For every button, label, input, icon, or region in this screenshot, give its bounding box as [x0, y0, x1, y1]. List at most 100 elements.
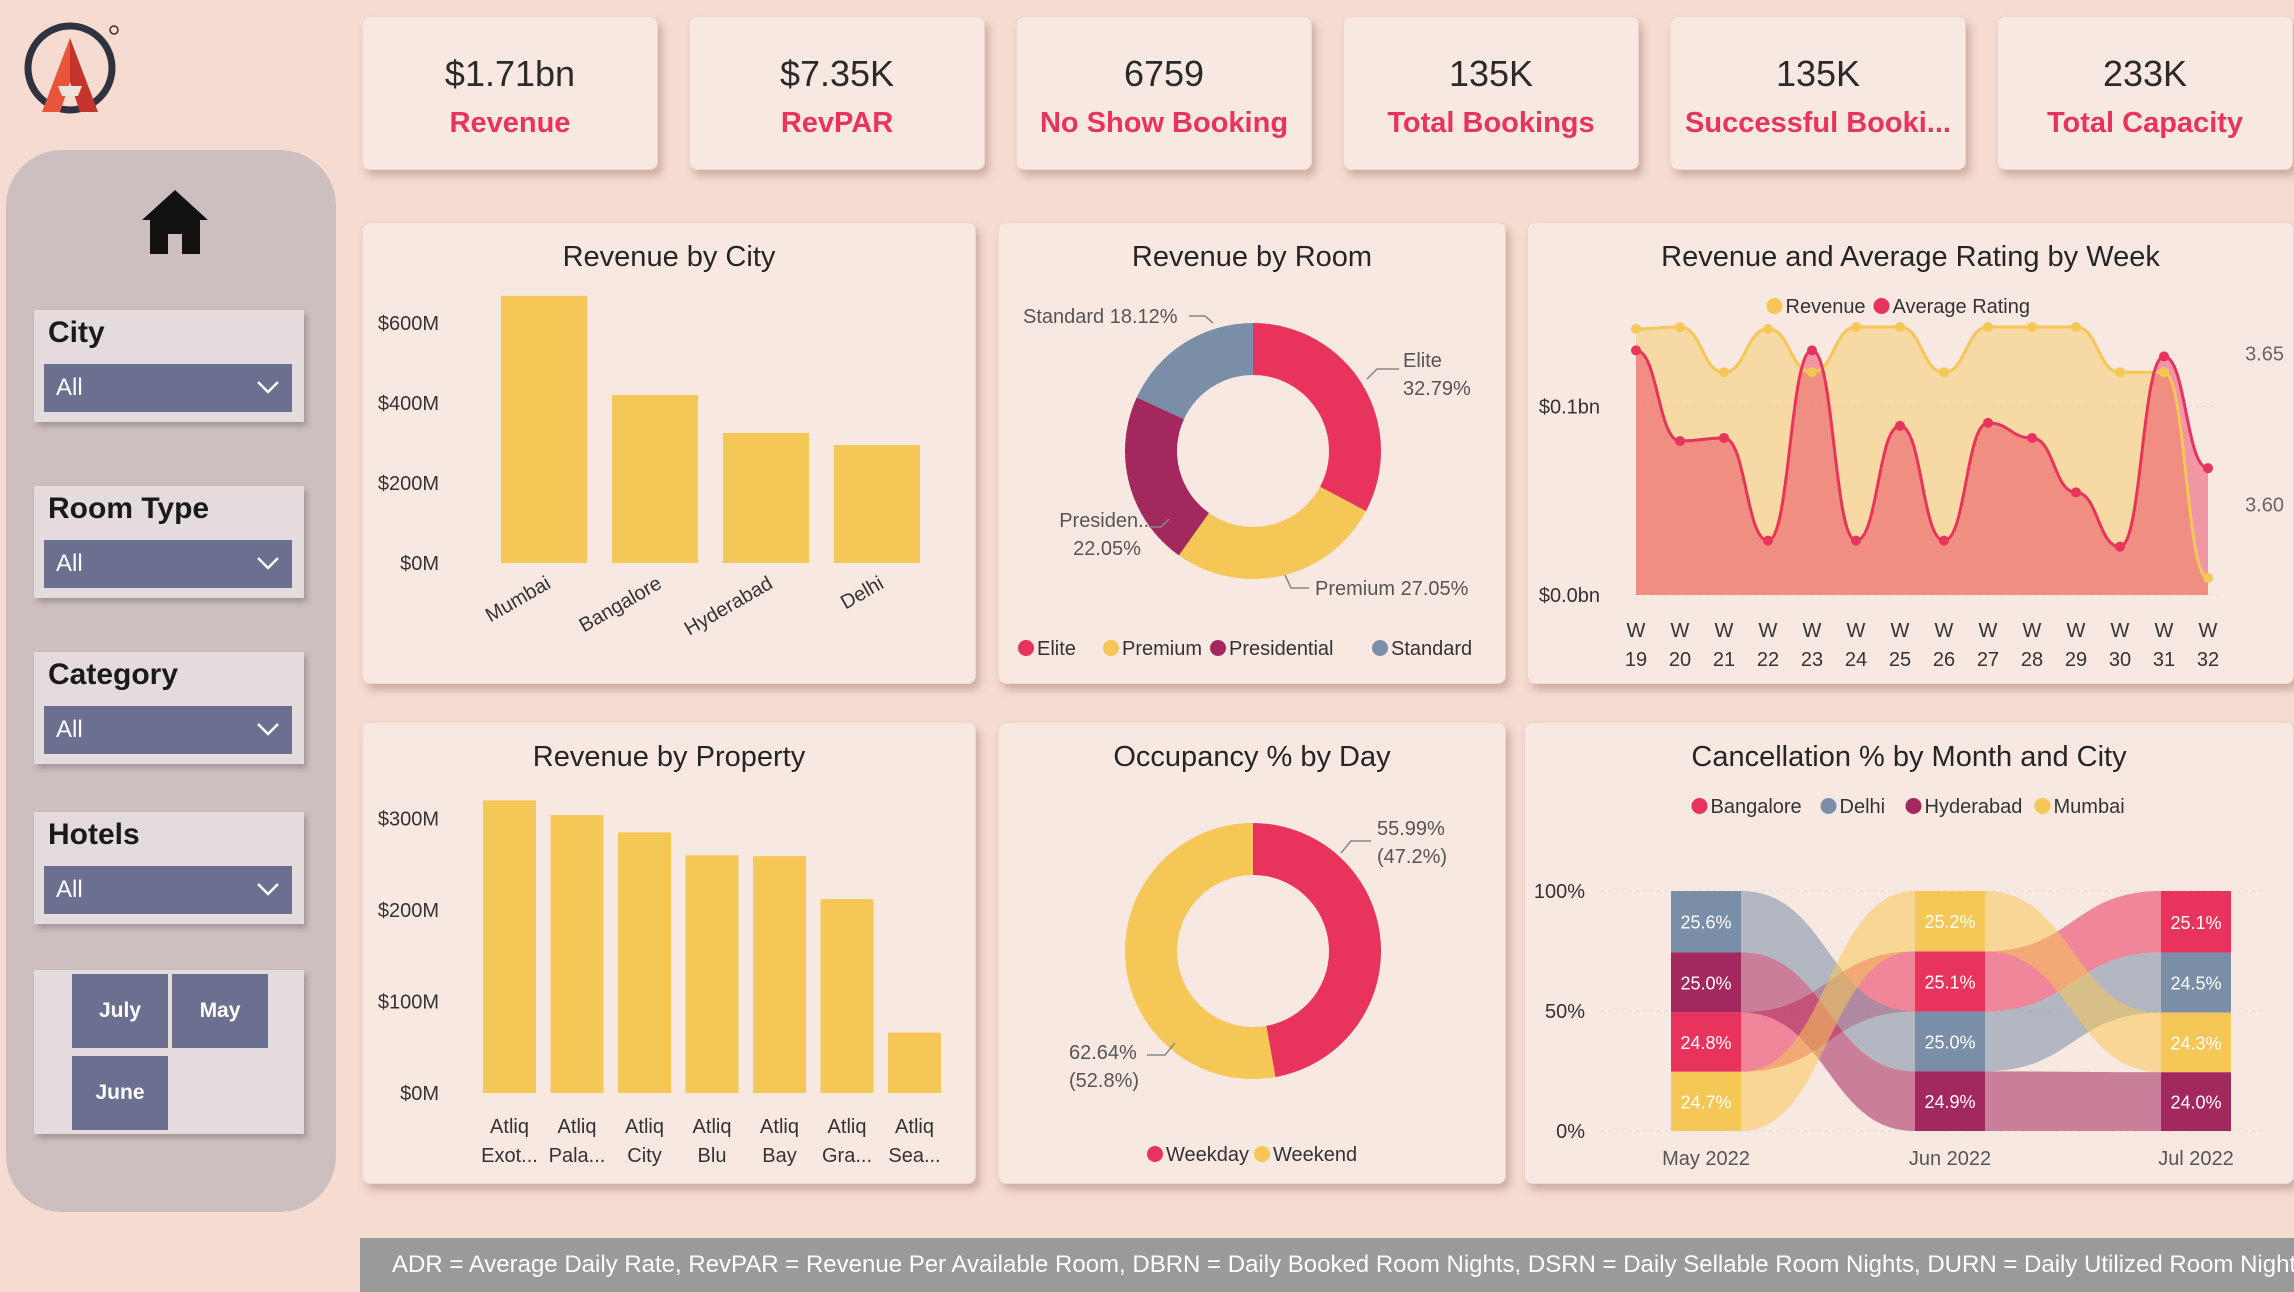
revenue-area [1636, 326, 2208, 595]
stack-segment [1915, 1011, 1985, 1072]
kpi-value: $1.71bn [444, 53, 576, 94]
revenue-point [1851, 321, 1861, 332]
stack-segment [1671, 891, 1741, 953]
hotels-slicer-title: Hotels [48, 818, 140, 851]
data-label: 25.1% [2170, 913, 2221, 933]
x-tick-label: W [1671, 620, 1690, 642]
x-tick-label: W [1715, 620, 1734, 642]
slice-label: 32.79% [1403, 378, 1471, 400]
y-tick-label-right: 3.60 [2245, 494, 2284, 516]
slice-label: 55.99% [1377, 818, 1445, 840]
x-tick-label: 26 [1933, 649, 1955, 671]
ribbon [1741, 891, 1915, 1072]
stack-segment [1671, 952, 1741, 1013]
kpi-card-revenue: $1.71bn Revenue [362, 16, 658, 170]
kpi-value: 233K [2102, 53, 2188, 94]
stack-segment [2161, 1012, 2231, 1073]
y-tick-label: $600M [378, 313, 439, 335]
x-tick-label: Bangalore [576, 572, 666, 637]
slice-label: Presiden... [1059, 510, 1155, 532]
x-tick-label: Atliq [558, 1116, 597, 1138]
legend-marker [1905, 798, 1922, 814]
kpi-value: 135K [1448, 53, 1534, 94]
revenue-by-city-chart: $0M $200M $400M $600M Mumbai Bangalore Hyderab… [378, 295, 920, 640]
occupancy-by-day-card: Occupancy % by Day 55.99% (47.2%) 62.64% (5… [998, 722, 1506, 1184]
revenue-point [1895, 321, 1905, 332]
y-tick-label: $0M [400, 553, 439, 575]
rating-point [2071, 487, 2081, 498]
month-july-button[interactable]: July [72, 974, 168, 1048]
data-label: 25.2% [1924, 912, 1975, 932]
x-tick-label: Jul 2022 [2158, 1148, 2234, 1170]
month-june-button[interactable]: June [72, 1056, 168, 1130]
home-icon[interactable] [140, 188, 210, 256]
y-tick-label: 100% [1534, 881, 1585, 903]
month-may-button[interactable]: May [172, 974, 268, 1048]
legend-label: Weekday [1166, 1144, 1249, 1166]
y-tick-label: 0% [1556, 1121, 1585, 1143]
kpi-card-no-show: 6759 No Show Booking [1016, 16, 1312, 170]
revenue-by-property-card: Revenue by Property $0M $100M $200M $300M At… [362, 722, 976, 1184]
bar [723, 433, 809, 563]
ribbon [1985, 1071, 2161, 1131]
y-tick-label: $200M [378, 900, 439, 922]
revenue-line [1635, 325, 2209, 580]
slice-label: Elite [1403, 350, 1442, 372]
y-tick-label: $400M [378, 393, 439, 415]
stack-segment [1915, 1071, 1985, 1131]
legend-marker [1873, 298, 1890, 314]
category-slicer: Category All [34, 652, 304, 764]
data-label: 25.0% [1924, 1032, 1975, 1052]
cancellation-card: Cancellation % by Month and City Bangalo… [1524, 722, 2294, 1184]
legend-label: Weekend [1273, 1144, 1357, 1166]
stack-segment [1915, 891, 1985, 952]
hotels-slicer: Hotels All [34, 812, 304, 924]
slice-label: Premium 27.05% [1315, 578, 1469, 600]
kpi-label: Successful Booki... [1685, 107, 1951, 139]
legend-label: Revenue [1786, 296, 1866, 318]
rating-point [2115, 541, 2125, 552]
revenue-by-property-chart: $0M $100M $200M $300M Atliq Exot... Atliq Pala.… [378, 800, 941, 1167]
footer-glossary: ADR = Average Daily Rate, RevPAR = Reven… [360, 1238, 2294, 1292]
rating-point [1851, 535, 1861, 546]
category-dropdown-value: All [56, 716, 83, 743]
category-dropdown[interactable]: All [44, 706, 292, 754]
x-tick-label: 29 [2065, 649, 2087, 671]
x-tick-label: Blu [698, 1145, 727, 1167]
chevron-down-icon [257, 381, 279, 394]
hotels-dropdown-value: All [56, 876, 83, 903]
city-dropdown[interactable]: All [44, 364, 292, 412]
chart-title: Revenue by City [562, 241, 776, 273]
data-label: 25.0% [1680, 973, 1731, 993]
bar [483, 800, 536, 1093]
revenue-by-room-card: Revenue by Room Elite 32.79% Premium 27.05… [998, 222, 1506, 684]
room-type-slicer: Room Type All [34, 486, 304, 598]
rating-point [1807, 345, 1817, 356]
ribbon [1741, 952, 1915, 1131]
room-type-dropdown[interactable]: All [44, 540, 292, 588]
chart-title: Cancellation % by Month and City [1691, 741, 2127, 773]
x-tick-label: Exot... [481, 1145, 538, 1167]
x-tick-label: 19 [1625, 649, 1647, 671]
bar [550, 815, 604, 1093]
x-tick-label: Mumbai [482, 572, 555, 627]
x-tick-label: W [1627, 620, 1646, 642]
kpi-value: $7.35K [779, 53, 895, 94]
y-tick-label: $0.1bn [1539, 396, 1600, 418]
legend-marker [1147, 1146, 1163, 1162]
donut-slice [1125, 823, 1276, 1079]
revenue-point [2203, 573, 2213, 584]
hotels-dropdown[interactable]: All [44, 866, 292, 914]
slice-label: 22.05% [1073, 538, 1141, 560]
y-tick-label-right: 3.65 [2245, 343, 2284, 365]
x-tick-label: Atliq [828, 1116, 867, 1138]
x-tick-label: Pala... [549, 1145, 606, 1167]
legend-label: Bangalore [1711, 796, 1802, 818]
legend-marker [1766, 298, 1783, 314]
ribbon [1985, 952, 2161, 1072]
x-tick-label: W [1847, 620, 1866, 642]
kpi-label: Total Bookings [1387, 107, 1595, 139]
y-tick-label: $200M [378, 473, 439, 495]
rating-point [1895, 420, 1905, 431]
legend-label: Hyderabad [1925, 796, 2023, 818]
